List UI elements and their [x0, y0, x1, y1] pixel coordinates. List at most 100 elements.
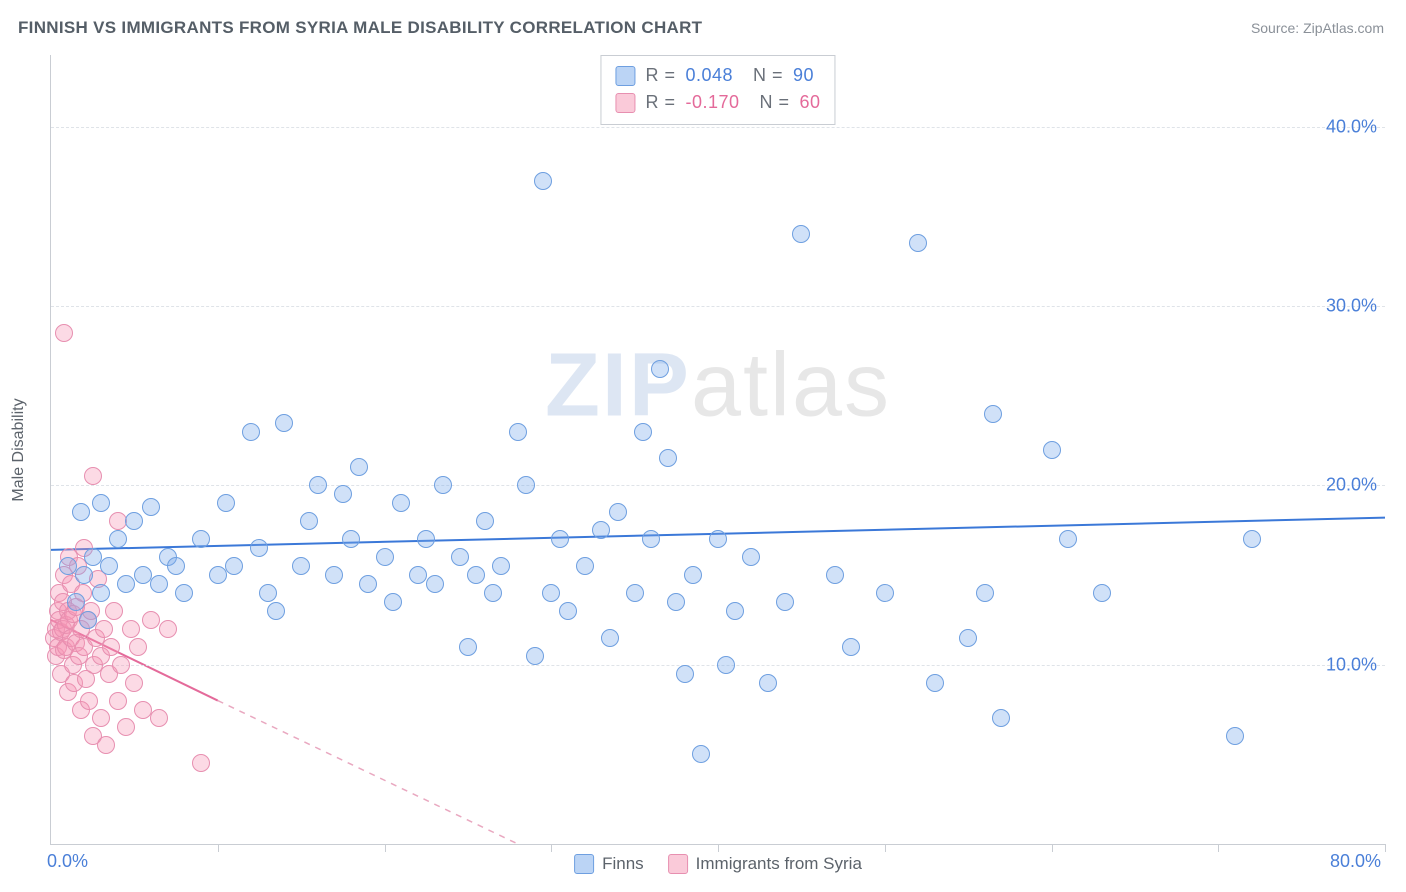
- data-point: [97, 736, 115, 754]
- x-tick: [1385, 844, 1386, 852]
- stat-r-label-2: R =: [645, 89, 675, 116]
- data-point: [175, 584, 193, 602]
- stat-r-syria: -0.170: [685, 89, 739, 116]
- watermark: ZIPatlas: [545, 335, 891, 438]
- data-point: [55, 324, 73, 342]
- swatch-blue-icon: [615, 66, 635, 86]
- data-point: [359, 575, 377, 593]
- stats-row-finns: R = 0.048 N = 90: [615, 62, 820, 89]
- data-point: [92, 584, 110, 602]
- data-point: [451, 548, 469, 566]
- data-point: [409, 566, 427, 584]
- data-point: [1043, 441, 1061, 459]
- data-point: [350, 458, 368, 476]
- data-point: [509, 423, 527, 441]
- data-point: [634, 423, 652, 441]
- legend-item-finns: Finns: [574, 854, 644, 874]
- data-point: [459, 638, 477, 656]
- chart-title: FINNISH VS IMMIGRANTS FROM SYRIA MALE DI…: [18, 18, 702, 38]
- data-point: [72, 503, 90, 521]
- data-point: [476, 512, 494, 530]
- data-point: [84, 467, 102, 485]
- data-point: [100, 557, 118, 575]
- watermark-atlas: atlas: [691, 336, 891, 436]
- data-point: [592, 521, 610, 539]
- data-point: [259, 584, 277, 602]
- data-point: [392, 494, 410, 512]
- data-point: [842, 638, 860, 656]
- data-point: [242, 423, 260, 441]
- legend-item-syria: Immigrants from Syria: [668, 854, 862, 874]
- data-point: [1059, 530, 1077, 548]
- data-point: [122, 620, 140, 638]
- y-tick-label: 10.0%: [1326, 654, 1377, 675]
- data-point: [1226, 727, 1244, 745]
- data-point: [325, 566, 343, 584]
- data-point: [250, 539, 268, 557]
- data-point: [300, 512, 318, 530]
- gridline: [51, 127, 1385, 128]
- data-point: [517, 476, 535, 494]
- y-tick-label: 20.0%: [1326, 475, 1377, 496]
- data-point: [576, 557, 594, 575]
- x-axis-end-label: 80.0%: [1330, 851, 1381, 872]
- data-point: [109, 692, 127, 710]
- legend-swatch-blue-icon: [574, 854, 594, 874]
- source-label: Source: ZipAtlas.com: [1251, 20, 1384, 36]
- data-point: [726, 602, 744, 620]
- data-point: [609, 503, 627, 521]
- data-point: [102, 638, 120, 656]
- data-point: [84, 548, 102, 566]
- stat-r-label: R =: [645, 62, 675, 89]
- data-point: [659, 449, 677, 467]
- x-tick: [218, 844, 219, 852]
- data-point: [159, 620, 177, 638]
- data-point: [426, 575, 444, 593]
- data-point: [125, 512, 143, 530]
- data-point: [826, 566, 844, 584]
- data-point: [376, 548, 394, 566]
- data-point: [692, 745, 710, 763]
- data-point: [192, 530, 210, 548]
- data-point: [125, 674, 143, 692]
- x-tick: [885, 844, 886, 852]
- data-point: [417, 530, 435, 548]
- data-point: [217, 494, 235, 512]
- data-point: [684, 566, 702, 584]
- data-point: [92, 494, 110, 512]
- stat-n-label-2: N =: [760, 89, 790, 116]
- data-point: [1243, 530, 1261, 548]
- data-point: [209, 566, 227, 584]
- data-point: [551, 530, 569, 548]
- data-point: [109, 530, 127, 548]
- data-point: [601, 629, 619, 647]
- data-point: [709, 530, 727, 548]
- stat-n-finns: 90: [793, 62, 814, 89]
- data-point: [334, 485, 352, 503]
- data-point: [976, 584, 994, 602]
- legend-label-syria: Immigrants from Syria: [696, 854, 862, 874]
- stat-n-label: N =: [753, 62, 783, 89]
- trend-lines-layer: [51, 55, 1385, 844]
- data-point: [984, 405, 1002, 423]
- data-point: [80, 692, 98, 710]
- legend-swatch-pink-icon: [668, 854, 688, 874]
- data-point: [876, 584, 894, 602]
- y-tick-label: 40.0%: [1326, 116, 1377, 137]
- data-point: [150, 709, 168, 727]
- data-point: [434, 476, 452, 494]
- data-point: [542, 584, 560, 602]
- x-tick: [551, 844, 552, 852]
- data-point: [642, 530, 660, 548]
- data-point: [150, 575, 168, 593]
- data-point: [992, 709, 1010, 727]
- data-point: [717, 656, 735, 674]
- data-point: [742, 548, 760, 566]
- x-tick: [385, 844, 386, 852]
- data-point: [59, 557, 77, 575]
- data-point: [959, 629, 977, 647]
- data-point: [484, 584, 502, 602]
- data-point: [117, 575, 135, 593]
- data-point: [225, 557, 243, 575]
- chart-plot-area: Male Disability ZIPatlas R = 0.048 N = 9…: [50, 55, 1385, 845]
